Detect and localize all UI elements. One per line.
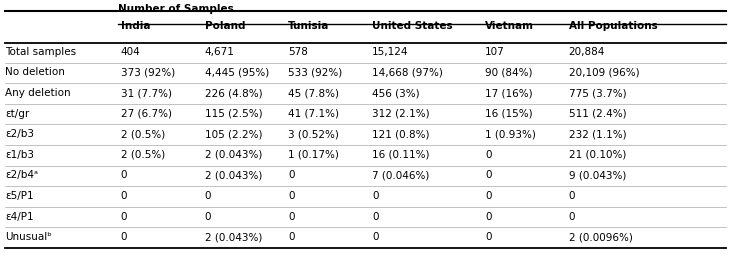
Text: ε2/b4ᵃ: ε2/b4ᵃ bbox=[5, 171, 38, 180]
Text: 511 (2.4%): 511 (2.4%) bbox=[569, 109, 626, 119]
Text: 0: 0 bbox=[121, 212, 127, 222]
Text: 16 (0.11%): 16 (0.11%) bbox=[372, 150, 430, 160]
Text: 2 (0.043%): 2 (0.043%) bbox=[205, 171, 262, 180]
Text: 105 (2.2%): 105 (2.2%) bbox=[205, 129, 262, 139]
Text: 0: 0 bbox=[372, 191, 379, 201]
Text: 0: 0 bbox=[121, 171, 127, 180]
Text: 0: 0 bbox=[372, 212, 379, 222]
Text: 0: 0 bbox=[121, 191, 127, 201]
Text: 2 (0.043%): 2 (0.043%) bbox=[205, 150, 262, 160]
Text: 0: 0 bbox=[485, 232, 491, 242]
Text: 0: 0 bbox=[569, 212, 575, 222]
Text: 4,671: 4,671 bbox=[205, 47, 235, 57]
Text: 312 (2.1%): 312 (2.1%) bbox=[372, 109, 430, 119]
Text: 14,668 (97%): 14,668 (97%) bbox=[372, 67, 443, 78]
Text: 115 (2.5%): 115 (2.5%) bbox=[205, 109, 262, 119]
Text: 20,884: 20,884 bbox=[569, 47, 605, 57]
Text: 1 (0.17%): 1 (0.17%) bbox=[288, 150, 339, 160]
Text: 0: 0 bbox=[288, 191, 295, 201]
Text: 0: 0 bbox=[121, 232, 127, 242]
Text: 2 (0.0096%): 2 (0.0096%) bbox=[569, 232, 632, 242]
Text: 0: 0 bbox=[288, 232, 295, 242]
Text: 533 (92%): 533 (92%) bbox=[288, 67, 343, 78]
Text: 232 (1.1%): 232 (1.1%) bbox=[569, 129, 626, 139]
Text: 1 (0.93%): 1 (0.93%) bbox=[485, 129, 536, 139]
Text: 0: 0 bbox=[485, 150, 491, 160]
Text: India: India bbox=[121, 21, 151, 31]
Text: Number of Samples: Number of Samples bbox=[118, 4, 234, 14]
Text: ε5/P1: ε5/P1 bbox=[5, 191, 34, 201]
Text: 2 (0.5%): 2 (0.5%) bbox=[121, 129, 165, 139]
Text: 21 (0.10%): 21 (0.10%) bbox=[569, 150, 626, 160]
Text: 4,445 (95%): 4,445 (95%) bbox=[205, 67, 269, 78]
Text: United States: United States bbox=[372, 21, 452, 31]
Text: 20,109 (96%): 20,109 (96%) bbox=[569, 67, 640, 78]
Text: Unusualᵇ: Unusualᵇ bbox=[5, 232, 52, 242]
Text: 578: 578 bbox=[288, 47, 308, 57]
Text: 45 (7.8%): 45 (7.8%) bbox=[288, 88, 339, 98]
Text: 121 (0.8%): 121 (0.8%) bbox=[372, 129, 430, 139]
Text: Any deletion: Any deletion bbox=[5, 88, 71, 98]
Text: 0: 0 bbox=[288, 171, 295, 180]
Text: 373 (92%): 373 (92%) bbox=[121, 67, 175, 78]
Text: No deletion: No deletion bbox=[5, 67, 65, 78]
Text: 107: 107 bbox=[485, 47, 504, 57]
Text: 775 (3.7%): 775 (3.7%) bbox=[569, 88, 626, 98]
Text: 41 (7.1%): 41 (7.1%) bbox=[288, 109, 339, 119]
Text: 404: 404 bbox=[121, 47, 140, 57]
Text: 7 (0.046%): 7 (0.046%) bbox=[372, 171, 429, 180]
Text: 3 (0.52%): 3 (0.52%) bbox=[288, 129, 339, 139]
Text: Vietnam: Vietnam bbox=[485, 21, 534, 31]
Text: Total samples: Total samples bbox=[5, 47, 76, 57]
Text: All Populations: All Populations bbox=[569, 21, 657, 31]
Text: 16 (15%): 16 (15%) bbox=[485, 109, 533, 119]
Text: 456 (3%): 456 (3%) bbox=[372, 88, 420, 98]
Text: 0: 0 bbox=[372, 232, 379, 242]
Text: 31 (7.7%): 31 (7.7%) bbox=[121, 88, 172, 98]
Text: 2 (0.043%): 2 (0.043%) bbox=[205, 232, 262, 242]
Text: 15,124: 15,124 bbox=[372, 47, 409, 57]
Text: ε2/b3: ε2/b3 bbox=[5, 129, 34, 139]
Text: Tunisia: Tunisia bbox=[288, 21, 330, 31]
Text: 17 (16%): 17 (16%) bbox=[485, 88, 533, 98]
Text: 0: 0 bbox=[485, 171, 491, 180]
Text: 0: 0 bbox=[485, 212, 491, 222]
Text: Poland: Poland bbox=[205, 21, 245, 31]
Text: 0: 0 bbox=[485, 191, 491, 201]
Text: 0: 0 bbox=[205, 212, 211, 222]
Text: 90 (84%): 90 (84%) bbox=[485, 67, 532, 78]
Text: ε1/b3: ε1/b3 bbox=[5, 150, 34, 160]
Text: εt/gr: εt/gr bbox=[5, 109, 29, 119]
Text: 226 (4.8%): 226 (4.8%) bbox=[205, 88, 262, 98]
Text: 0: 0 bbox=[205, 191, 211, 201]
Text: 2 (0.5%): 2 (0.5%) bbox=[121, 150, 165, 160]
Text: 0: 0 bbox=[288, 212, 295, 222]
Text: 27 (6.7%): 27 (6.7%) bbox=[121, 109, 172, 119]
Text: ε4/P1: ε4/P1 bbox=[5, 212, 34, 222]
Text: 9 (0.043%): 9 (0.043%) bbox=[569, 171, 626, 180]
Text: 0: 0 bbox=[569, 191, 575, 201]
